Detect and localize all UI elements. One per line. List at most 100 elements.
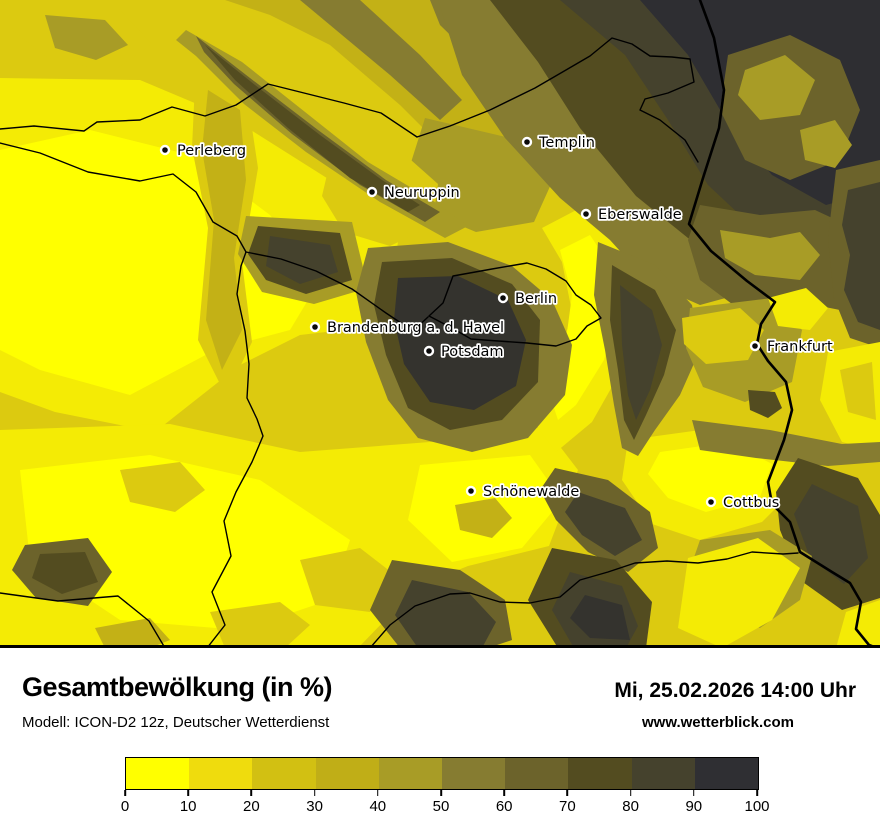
border-west — [206, 251, 264, 648]
city-label: Templin — [538, 135, 595, 151]
colorbar-segment — [442, 758, 506, 789]
cloud-contour — [570, 595, 630, 640]
colorbar-tick — [629, 790, 632, 796]
border-berlin-ring — [428, 262, 602, 347]
colorbar-tick-label: 50 — [432, 798, 450, 815]
colorbar-tick-label: 40 — [369, 798, 387, 815]
city-marker: Potsdam — [423, 342, 505, 362]
cloud-contour — [45, 15, 128, 60]
city-label: Neuruppin — [384, 185, 460, 201]
colorbar-tick — [756, 790, 758, 796]
colorbar-segment — [252, 758, 316, 789]
city-label: Perleberg — [177, 143, 246, 159]
city-marker: Neuruppin — [366, 183, 461, 203]
cloud-contour — [565, 492, 642, 556]
cloud-contour — [202, 90, 246, 370]
cloud-contour — [678, 538, 800, 648]
colorbar-tick — [566, 790, 569, 796]
city-dot-icon — [465, 485, 477, 497]
cloud-contour — [842, 182, 880, 330]
city-label: Potsdam — [441, 344, 504, 360]
colorbar-tick — [440, 790, 442, 796]
colorbar-segment — [694, 758, 759, 789]
cloud-contour — [196, 36, 440, 222]
cloud-contour — [300, 548, 395, 612]
city-dot-icon — [749, 340, 761, 352]
cloud-contour — [32, 552, 98, 594]
cloud-contour — [210, 602, 310, 648]
cloud-contour — [205, 45, 420, 212]
cloud-contour — [738, 55, 815, 120]
cloud-contour — [120, 462, 205, 512]
city-dot-icon — [423, 345, 435, 357]
footer: Gesamtbewölkung (in %) Mi, 25.02.2026 14… — [0, 648, 880, 830]
colorbar-segment — [568, 758, 632, 789]
cloud-contour — [266, 236, 338, 284]
border-southwest — [0, 592, 166, 648]
colorbar-ticks — [124, 790, 758, 798]
colorbar-segment — [378, 758, 443, 789]
cloud-contour — [720, 230, 820, 280]
colorbar-tick — [187, 790, 189, 796]
colorbar — [125, 757, 759, 790]
city-label: Schönewalde — [483, 484, 579, 500]
border-poland — [687, 0, 879, 648]
model-info: Modell: ICON-D2 12z, Deutscher Wetterdie… — [22, 714, 330, 731]
forecast-datetime: Mi, 25.02.2026 14:00 Uhr — [614, 679, 856, 702]
city-marker: Brandenburg a. d. Havel — [309, 318, 506, 338]
colorbar-tick — [693, 790, 695, 796]
city-label: Cottbus — [723, 495, 779, 511]
cloud-contour — [768, 288, 828, 330]
page-title: Gesamtbewölkung (in %) — [22, 672, 333, 702]
weather-map: Perleberg Neuruppin Templin Eberswalde Berli… — [0, 0, 880, 648]
city-marker: Schönewalde — [465, 482, 581, 502]
city-marker: Berlin — [497, 289, 559, 309]
city-marker: Frankfurt — [749, 337, 835, 357]
colorbar-segment — [505, 758, 569, 789]
cloud-contour — [840, 362, 876, 420]
colorbar-segment — [631, 758, 695, 789]
colorbar-tick — [313, 790, 316, 796]
city-marker: Perleberg — [159, 141, 248, 161]
colorbar-tick-label: 100 — [744, 798, 770, 815]
city-dot-icon — [366, 186, 378, 198]
colorbar-segment — [315, 758, 379, 789]
city-markers: Perleberg Neuruppin Templin Eberswalde Berli… — [159, 133, 835, 513]
cloud-contour — [394, 276, 526, 410]
city-marker: Templin — [521, 133, 597, 153]
colorbar-tick-label: 30 — [306, 798, 323, 815]
city-dot-icon — [497, 292, 509, 304]
colorbar-tick — [124, 790, 126, 796]
map-bottom-frame — [0, 645, 880, 648]
city-dot-icon — [521, 136, 533, 148]
cloud-cover-map-svg: Perleberg Neuruppin Templin Eberswalde Berli… — [0, 0, 880, 648]
colorbar-tick-label: 20 — [243, 798, 260, 815]
city-dot-icon — [580, 208, 592, 220]
colorbar-segment — [189, 758, 253, 789]
city-dot-icon — [309, 321, 321, 333]
cloud-contour — [682, 308, 764, 364]
cloud-contour — [395, 580, 496, 648]
colorbar-segment — [126, 758, 190, 789]
city-marker: Eberswalde — [580, 205, 683, 225]
colorbar-tick-label: 80 — [622, 798, 639, 815]
colorbar-tick-label: 0 — [120, 798, 130, 815]
colorbar-tick-label: 10 — [179, 798, 197, 815]
border-south — [369, 551, 799, 648]
cloud-contour — [748, 390, 782, 418]
cloud-contour — [800, 120, 852, 168]
city-label: Frankfurt — [767, 339, 833, 355]
cloud-contour — [300, 0, 462, 120]
city-dot-icon — [705, 496, 717, 508]
colorbar-tick-label: 90 — [685, 798, 703, 815]
colorbar-labels: 0 10 20 30 40 50 60 70 80 90 100 — [121, 798, 770, 818]
cloud-contour — [692, 420, 880, 466]
city-dot-icon — [159, 144, 171, 156]
cloud-contour — [455, 498, 512, 538]
cloud-contour — [648, 442, 772, 512]
colorbar-tick — [377, 790, 379, 796]
border-north — [0, 37, 699, 163]
cloud-contour — [20, 455, 350, 630]
city-label: Brandenburg a. d. Havel — [327, 320, 504, 336]
cloud-field — [0, 0, 880, 648]
